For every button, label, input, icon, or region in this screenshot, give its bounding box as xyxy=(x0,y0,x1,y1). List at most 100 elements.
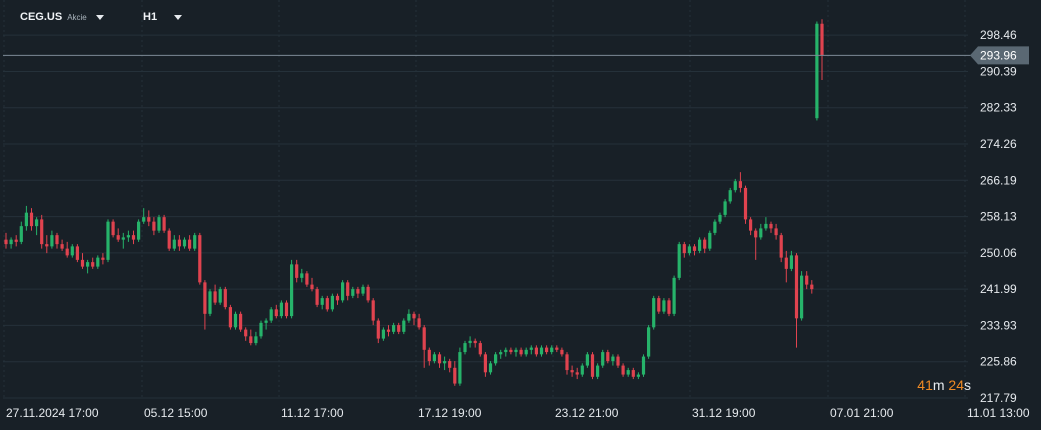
candle-up xyxy=(529,345,533,355)
candle-body xyxy=(315,289,319,305)
candle-body xyxy=(356,289,360,294)
candle-body xyxy=(4,239,8,245)
candle-down xyxy=(590,352,595,380)
candle-up xyxy=(677,241,681,281)
candle-body xyxy=(325,298,329,310)
candle-down xyxy=(274,304,278,319)
candle-body xyxy=(483,354,487,373)
timeframe-selector[interactable]: H1 xyxy=(143,11,183,23)
candle-down xyxy=(40,214,44,249)
candle-countdown: 41m 24s xyxy=(917,377,971,393)
candle-body xyxy=(233,313,238,328)
candle-body xyxy=(800,275,804,319)
candle-up xyxy=(126,230,130,242)
candle-up xyxy=(728,187,732,204)
candle-down xyxy=(794,253,799,348)
candle-body xyxy=(121,237,125,240)
candle-down xyxy=(356,286,360,299)
candle-up xyxy=(443,356,447,371)
candle-body xyxy=(19,226,23,242)
candle-body xyxy=(667,300,671,314)
candle-body xyxy=(550,347,554,353)
candle-up xyxy=(641,354,646,377)
candle-down xyxy=(743,185,748,224)
x-tick-label: 11.12 17:00 xyxy=(281,406,344,420)
timeframe-label: H1 xyxy=(143,11,158,23)
candle-body xyxy=(611,356,615,362)
candle-body xyxy=(320,298,324,305)
candle-body xyxy=(422,327,426,350)
candle-body xyxy=(228,307,232,328)
candle-down xyxy=(213,284,217,305)
candle-up xyxy=(9,237,13,249)
y-tick-label: 217.79 xyxy=(980,391,1017,405)
candle-body xyxy=(504,349,508,353)
candle-body xyxy=(815,23,819,119)
candle-down xyxy=(560,347,564,357)
candle-body xyxy=(529,347,533,350)
y-tick-label: 258.13 xyxy=(980,210,1017,224)
candle-up xyxy=(723,199,727,218)
countdown-seconds: 24 xyxy=(948,377,964,393)
candle-down xyxy=(335,293,340,305)
candle-body xyxy=(677,244,681,278)
candle-body xyxy=(152,221,156,231)
candle-up xyxy=(407,309,411,323)
candle-body xyxy=(9,239,13,245)
candle-body xyxy=(55,235,59,245)
candle-up xyxy=(208,289,212,317)
candle-body xyxy=(590,354,595,377)
candle-body xyxy=(458,352,462,384)
candle-up xyxy=(70,244,74,258)
candle-down xyxy=(565,352,569,375)
candle-down xyxy=(555,345,559,353)
candle-up xyxy=(718,212,722,224)
candle-up xyxy=(789,250,793,272)
candle-body xyxy=(193,235,197,249)
candle-down xyxy=(228,304,232,330)
candle-body xyxy=(647,327,651,357)
candle-body xyxy=(147,217,151,222)
candle-body xyxy=(779,235,783,258)
candle-down xyxy=(101,253,105,265)
candle-up xyxy=(233,311,238,330)
candle-body xyxy=(126,235,130,238)
instrument-type-label: Akcie xyxy=(67,12,87,22)
candle-body xyxy=(284,302,289,317)
candle-body xyxy=(601,352,605,366)
candle-up xyxy=(524,347,528,357)
y-tick-label: 290.39 xyxy=(980,64,1017,78)
candle-body xyxy=(759,228,763,238)
candle-body xyxy=(560,349,564,355)
candle-body xyxy=(50,235,54,247)
candle-up xyxy=(193,232,197,251)
candle-body xyxy=(789,255,793,269)
candle-up xyxy=(504,347,508,357)
symbol-selector[interactable]: CEG.US Akcie xyxy=(20,11,104,23)
candle-body xyxy=(65,248,69,256)
candle-down xyxy=(295,259,299,283)
candle-body xyxy=(810,284,814,290)
candle-body xyxy=(218,289,222,303)
candle-body xyxy=(662,300,666,312)
candle-body xyxy=(580,365,584,375)
candle-body xyxy=(784,257,788,269)
candle-up xyxy=(121,232,125,249)
candle-up xyxy=(24,205,28,231)
candle-body xyxy=(774,228,778,236)
candle-body xyxy=(366,286,370,301)
candle-down xyxy=(315,286,319,308)
candle-body xyxy=(397,325,401,332)
candle-up xyxy=(733,178,737,193)
y-axis: 298.46 290.39 282.33 274.26 266.19 258.13 250.… xyxy=(980,28,1017,405)
candle-up xyxy=(800,271,804,321)
candle-body xyxy=(626,370,630,375)
candle-body xyxy=(101,257,105,260)
candle-up xyxy=(381,327,385,341)
candle-down xyxy=(376,318,380,344)
candle-down xyxy=(4,232,8,249)
candle-up xyxy=(330,293,334,312)
x-tick-label: 05.12 15:00 xyxy=(144,406,208,420)
candle-body xyxy=(310,284,314,290)
